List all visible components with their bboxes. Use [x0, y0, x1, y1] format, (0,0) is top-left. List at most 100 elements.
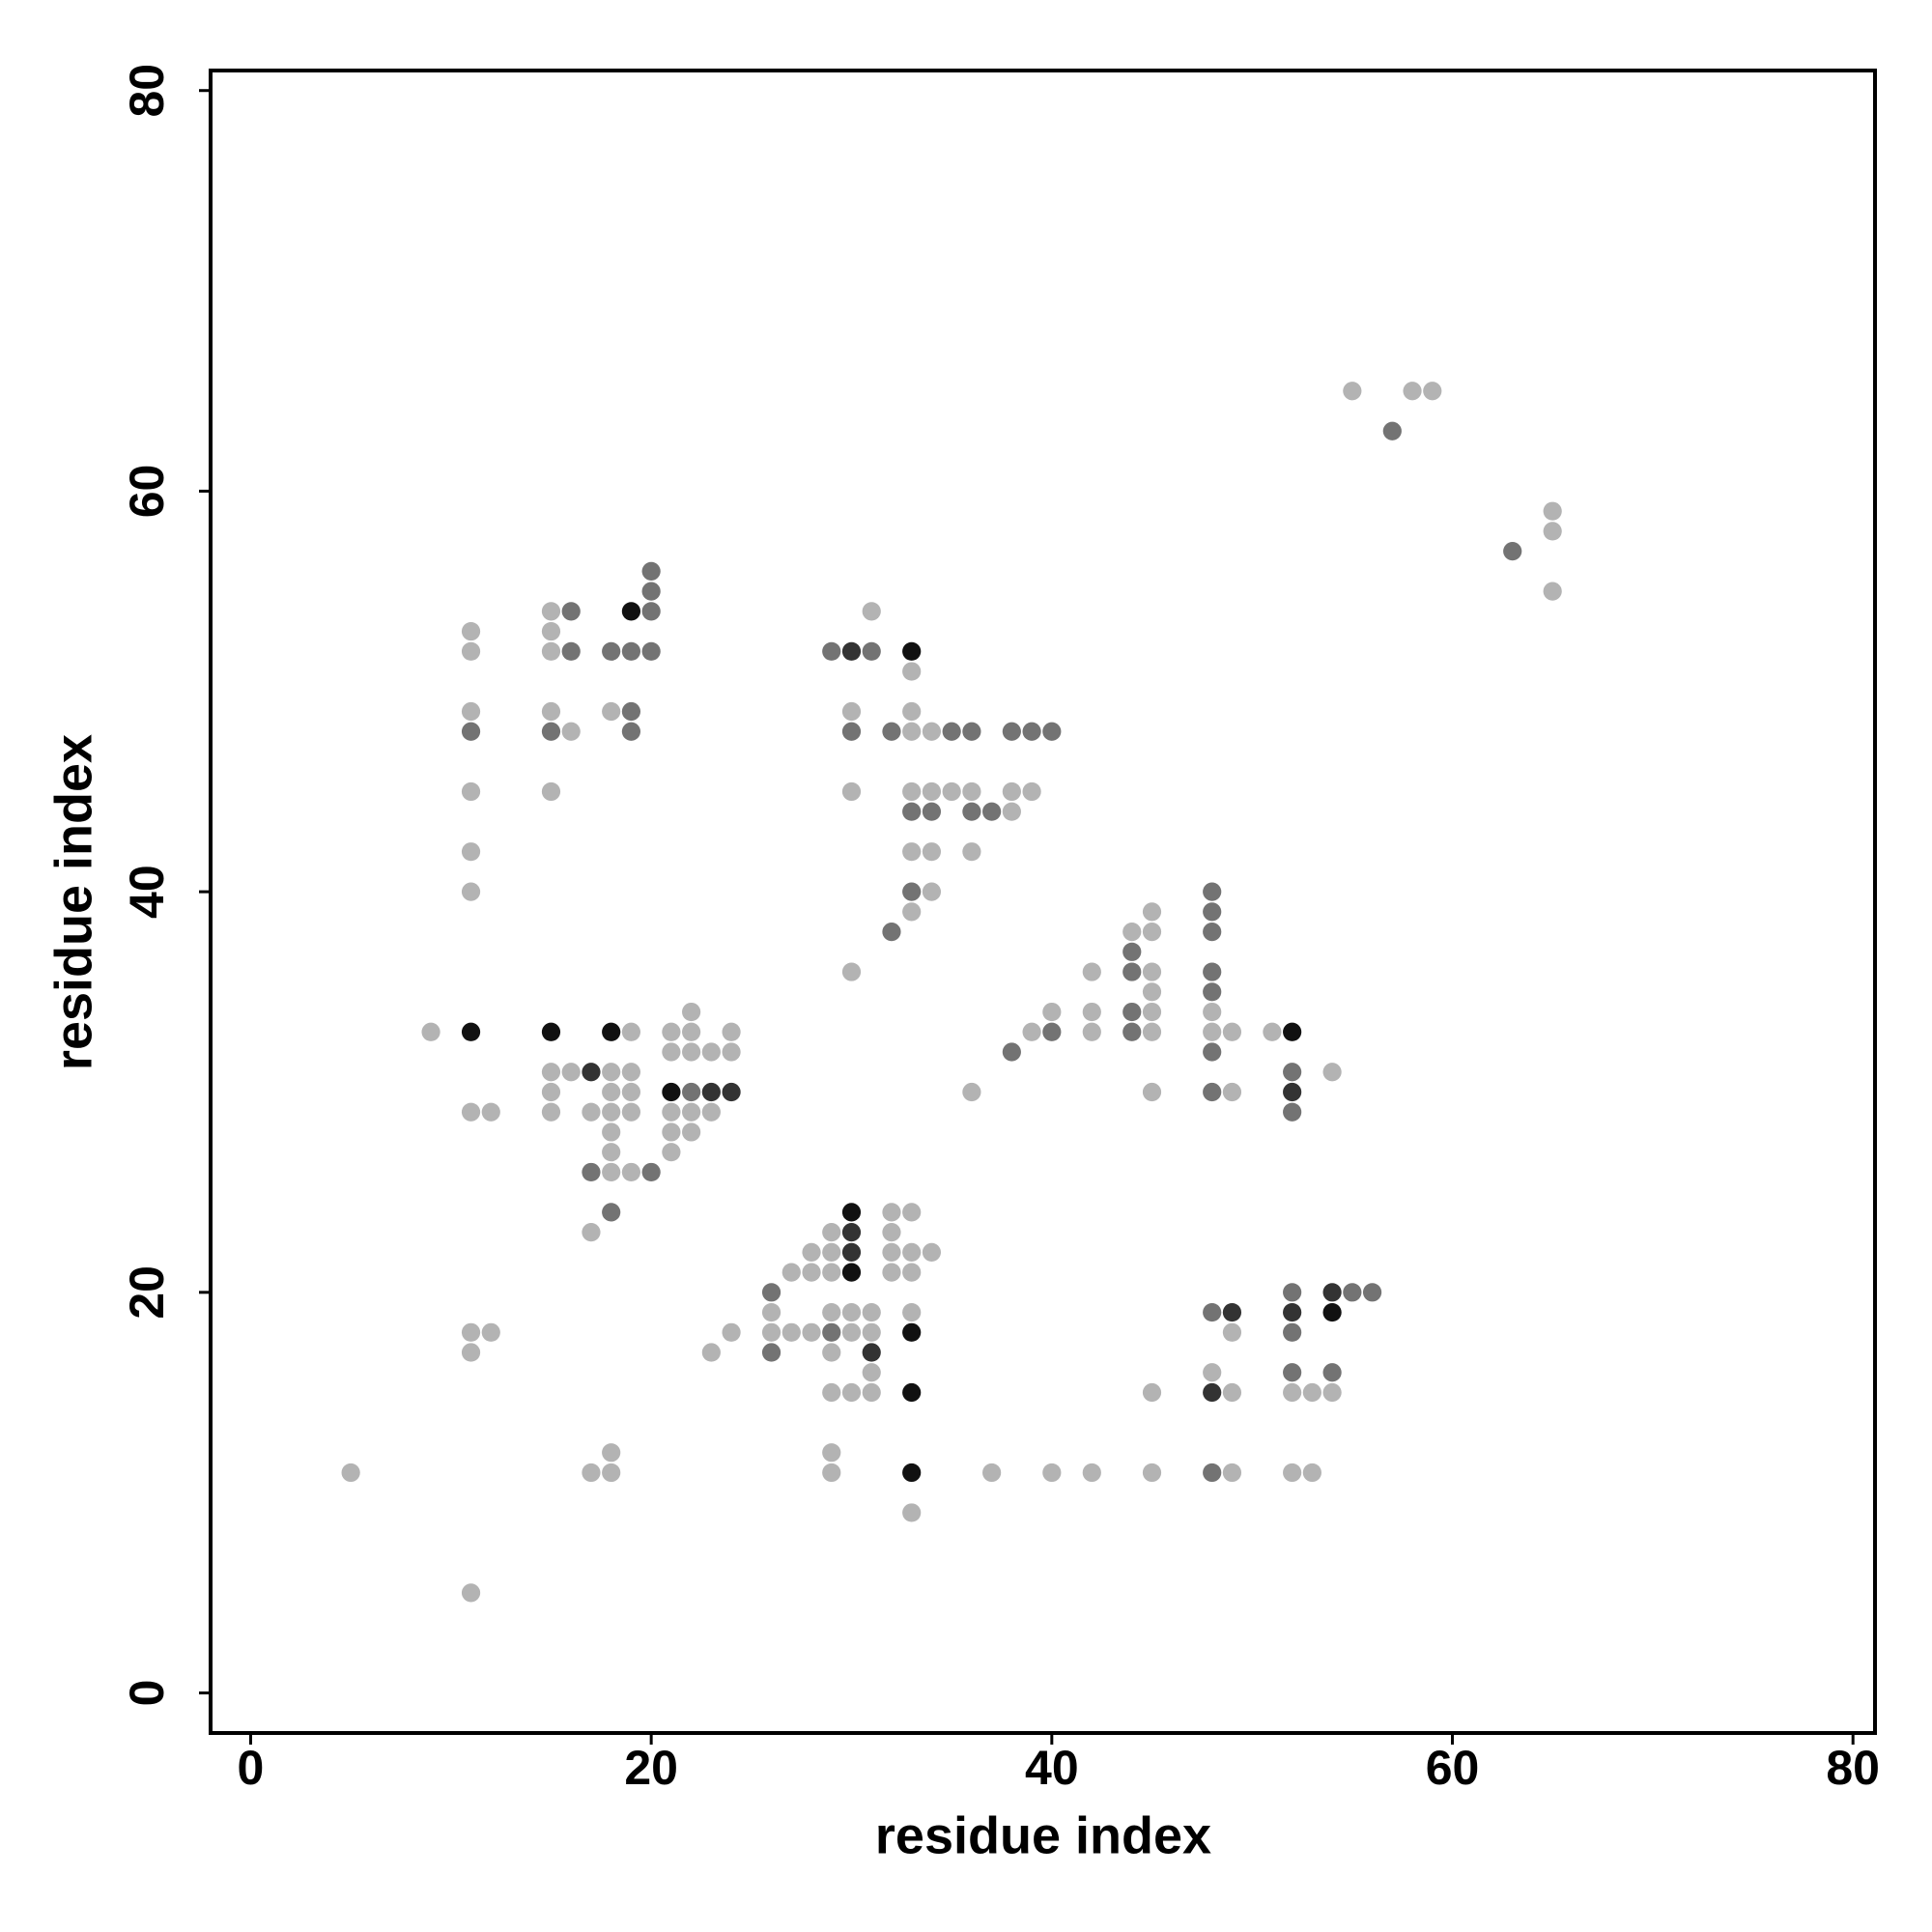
point — [902, 802, 922, 821]
point — [1362, 1283, 1382, 1302]
point — [541, 701, 561, 722]
point — [582, 1223, 601, 1242]
point — [902, 1302, 922, 1322]
point — [1283, 1302, 1302, 1322]
point — [1142, 1382, 1162, 1403]
point — [1283, 1363, 1302, 1382]
point — [1543, 582, 1562, 601]
point — [922, 1242, 942, 1262]
point — [1082, 1022, 1101, 1041]
point — [602, 1443, 621, 1463]
point — [1302, 1382, 1321, 1403]
point — [902, 781, 922, 802]
point — [822, 1443, 841, 1463]
point — [1322, 1302, 1342, 1322]
point — [1322, 1063, 1342, 1082]
point — [1222, 1022, 1242, 1041]
point — [461, 781, 481, 802]
point — [662, 1122, 681, 1142]
point — [902, 1503, 922, 1522]
point — [1322, 1283, 1342, 1302]
point — [1203, 982, 1222, 1002]
point — [822, 1382, 841, 1403]
point — [541, 602, 561, 621]
point — [1283, 1063, 1302, 1082]
point — [1203, 1022, 1222, 1041]
point — [982, 802, 1002, 821]
point — [902, 882, 922, 901]
point — [641, 641, 661, 661]
point — [1263, 1022, 1282, 1041]
point — [602, 1162, 621, 1182]
point — [1002, 781, 1021, 802]
point — [902, 1242, 922, 1262]
x-tick-label: 40 — [1025, 1741, 1079, 1795]
point — [662, 1143, 681, 1162]
point — [822, 1322, 841, 1342]
x-tick-label: 60 — [1426, 1741, 1480, 1795]
x-axis-title: residue index — [875, 1806, 1211, 1864]
point — [1283, 1102, 1302, 1122]
point — [621, 722, 641, 741]
point — [1222, 1382, 1242, 1403]
point — [1142, 962, 1162, 981]
point — [461, 1583, 481, 1603]
point — [902, 1463, 922, 1483]
point — [541, 1102, 561, 1122]
point — [841, 781, 862, 802]
point — [841, 641, 862, 661]
point — [902, 1382, 922, 1403]
point — [602, 1102, 621, 1122]
point — [902, 662, 922, 681]
point — [602, 1203, 621, 1222]
point — [922, 722, 942, 741]
point — [541, 641, 561, 661]
point — [841, 1263, 862, 1282]
point — [701, 1102, 721, 1122]
point — [461, 1322, 481, 1342]
point — [1203, 1302, 1222, 1322]
point — [862, 641, 881, 661]
point — [1203, 902, 1222, 922]
point — [841, 1302, 862, 1322]
point — [822, 641, 841, 661]
plot-frame — [209, 69, 1877, 1735]
point — [841, 1322, 862, 1342]
point — [1343, 1283, 1362, 1302]
point — [1142, 1082, 1162, 1102]
point — [561, 722, 581, 741]
point — [1423, 382, 1442, 401]
point — [902, 701, 922, 722]
point — [722, 1322, 741, 1342]
point — [1122, 923, 1142, 942]
point — [1002, 802, 1021, 821]
point — [822, 1302, 841, 1322]
point — [1042, 1022, 1062, 1041]
point — [662, 1082, 681, 1102]
point — [781, 1322, 801, 1342]
point — [1203, 1463, 1222, 1483]
point — [822, 1223, 841, 1242]
x-tick-label: 20 — [624, 1741, 678, 1795]
point — [841, 1382, 862, 1403]
point — [461, 842, 481, 862]
point — [902, 641, 922, 661]
point — [602, 1463, 621, 1483]
point — [1122, 1002, 1142, 1022]
point — [802, 1322, 821, 1342]
point — [902, 1203, 922, 1222]
point — [1322, 1382, 1342, 1403]
point — [1203, 962, 1222, 981]
point — [882, 1263, 901, 1282]
point — [582, 1063, 601, 1082]
point — [561, 641, 581, 661]
point — [841, 1242, 862, 1262]
point — [1382, 421, 1402, 440]
point — [942, 722, 961, 741]
point — [1082, 1002, 1101, 1022]
point — [1203, 1382, 1222, 1403]
point — [822, 1263, 841, 1282]
point — [1022, 1022, 1041, 1041]
x-tick-label: 80 — [1826, 1741, 1880, 1795]
